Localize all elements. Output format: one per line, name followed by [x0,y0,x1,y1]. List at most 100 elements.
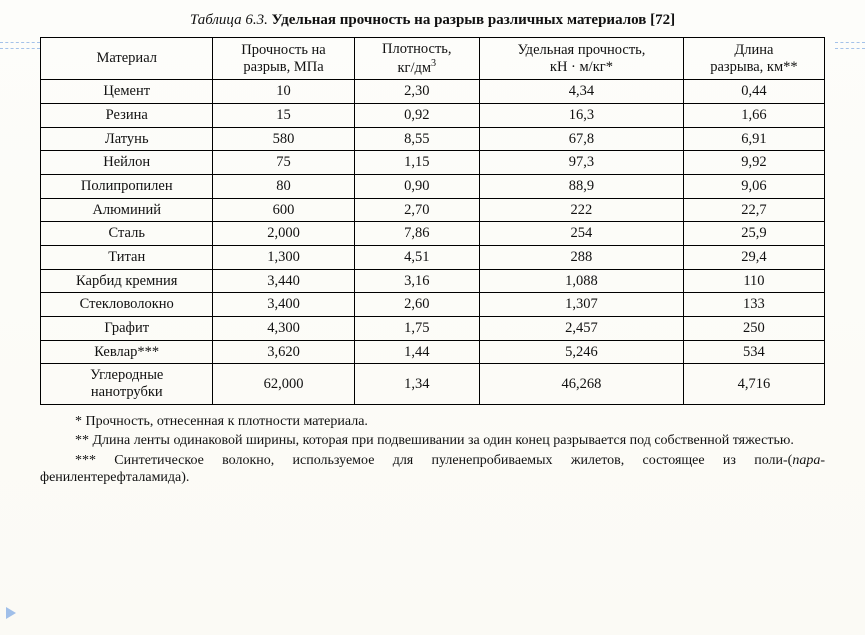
cell-material: Латунь [41,127,213,151]
cell-material: Карбид кремния [41,269,213,293]
decor-dash-left-1 [0,42,40,43]
cell-value: 534 [683,340,824,364]
table-row: Латунь5808,5567,86,91 [41,127,825,151]
col-header-density: Плотность,кг/дм3 [354,38,479,80]
cell-value: 250 [683,316,824,340]
table-row: Полипропилен800,9088,99,06 [41,174,825,198]
table-row: Стекловолокно3,4002,601,307133 [41,293,825,317]
cell-value: 2,000 [213,222,354,246]
cell-value: 2,457 [480,316,684,340]
cell-value: 22,7 [683,198,824,222]
cell-value: 15 [213,103,354,127]
cell-value: 580 [213,127,354,151]
col-header-specific-strength: Удельная прочность,кН · м/кг* [480,38,684,80]
cell-value: 3,400 [213,293,354,317]
cell-value: 10 [213,80,354,104]
cell-value: 9,06 [683,174,824,198]
table-header: Материал Прочность наразрыв, МПа Плотнос… [41,38,825,80]
cell-value: 3,620 [213,340,354,364]
table-row: Сталь2,0007,8625425,9 [41,222,825,246]
cell-material: Алюминий [41,198,213,222]
cell-value: 2,70 [354,198,479,222]
cell-material: Нейлон [41,151,213,175]
decor-dash-left-2 [0,48,40,49]
footnote-2: ** Длина ленты одинаковой ширины, котора… [40,432,825,450]
materials-table: Материал Прочность наразрыв, МПа Плотнос… [40,37,825,405]
cell-value: 5,246 [480,340,684,364]
cell-value: 1,44 [354,340,479,364]
footnote-3: *** Синтетическое волокно, используемое … [40,452,825,487]
table-row: Резина150,9216,31,66 [41,103,825,127]
cell-value: 3,440 [213,269,354,293]
cell-value: 4,34 [480,80,684,104]
col-header-breaking-length: Длинаразрыва, км** [683,38,824,80]
col-header-density-sup: 3 [431,58,436,69]
cell-value: 2,30 [354,80,479,104]
cell-value: 4,716 [683,364,824,404]
table-row: Цемент102,304,340,44 [41,80,825,104]
table-body: Цемент102,304,340,44Резина150,9216,31,66… [41,80,825,404]
cell-value: 25,9 [683,222,824,246]
decor-arrow-icon [6,607,16,619]
cell-value: 1,088 [480,269,684,293]
page: Таблица 6.3. Удельная прочность на разры… [0,0,865,635]
cell-value: 133 [683,293,824,317]
table-row: Графит4,3001,752,457250 [41,316,825,340]
cell-value: 80 [213,174,354,198]
cell-value: 4,51 [354,245,479,269]
cell-value: 97,3 [480,151,684,175]
cell-value: 0,92 [354,103,479,127]
decor-dash-right-1 [835,42,865,43]
cell-value: 0,44 [683,80,824,104]
cell-value: 67,8 [480,127,684,151]
cell-value: 6,91 [683,127,824,151]
table-row: Кевлар***3,6201,445,246534 [41,340,825,364]
cell-value: 8,55 [354,127,479,151]
table-row: Нейлон751,1597,39,92 [41,151,825,175]
cell-value: 4,300 [213,316,354,340]
cell-value: 7,86 [354,222,479,246]
cell-value: 110 [683,269,824,293]
cell-material: Титан [41,245,213,269]
cell-value: 62,000 [213,364,354,404]
footnote-3a: *** Синтетическое волокно, используемое … [75,453,792,468]
cell-value: 222 [480,198,684,222]
cell-material: Полипропилен [41,174,213,198]
cell-value: 1,34 [354,364,479,404]
cell-value: 0,90 [354,174,479,198]
table-row: Углеродныенанотрубки62,0001,3446,2684,71… [41,364,825,404]
footnotes: * Прочность, отнесенная к плотности мате… [40,413,825,487]
caption-prefix: Таблица 6.3. [190,12,268,28]
cell-value: 600 [213,198,354,222]
cell-material: Кевлар*** [41,340,213,364]
cell-material: Цемент [41,80,213,104]
decor-dash-right-2 [835,48,865,49]
col-header-density-text: Плотность,кг/дм [382,41,451,76]
footnote-3-ital: пара [792,453,820,468]
cell-material: Стекловолокно [41,293,213,317]
table-row: Алюминий6002,7022222,7 [41,198,825,222]
cell-value: 1,307 [480,293,684,317]
caption-title: Удельная прочность на разрыв различных м… [272,12,675,28]
cell-value: 3,16 [354,269,479,293]
cell-value: 254 [480,222,684,246]
cell-value: 288 [480,245,684,269]
cell-material: Сталь [41,222,213,246]
col-header-material: Материал [41,38,213,80]
cell-value: 1,300 [213,245,354,269]
footnote-1: * Прочность, отнесенная к плотности мате… [40,413,825,431]
cell-value: 1,75 [354,316,479,340]
cell-material: Углеродныенанотрубки [41,364,213,404]
col-header-strength: Прочность наразрыв, МПа [213,38,354,80]
cell-material: Резина [41,103,213,127]
cell-value: 9,92 [683,151,824,175]
table-row: Карбид кремния3,4403,161,088110 [41,269,825,293]
cell-value: 1,15 [354,151,479,175]
cell-value: 88,9 [480,174,684,198]
cell-value: 1,66 [683,103,824,127]
cell-value: 46,268 [480,364,684,404]
table-caption: Таблица 6.3. Удельная прочность на разры… [40,12,825,29]
cell-value: 2,60 [354,293,479,317]
cell-value: 75 [213,151,354,175]
cell-value: 16,3 [480,103,684,127]
